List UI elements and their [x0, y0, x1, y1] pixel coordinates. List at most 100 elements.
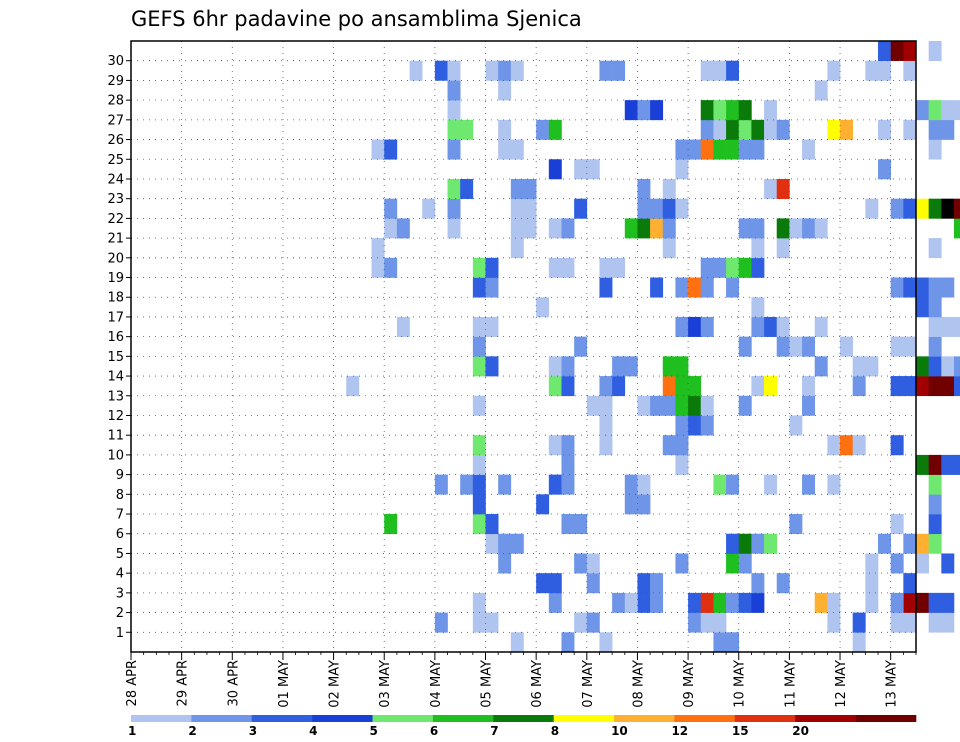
heatmap-cell	[662, 356, 676, 377]
heatmap-cell	[852, 612, 866, 633]
heatmap-cell	[675, 198, 689, 219]
heatmap-cell	[485, 60, 499, 81]
heatmap-cell	[776, 238, 790, 259]
heatmap-cell	[485, 277, 499, 298]
colorbar-segment	[493, 715, 554, 722]
heatmap-cell	[764, 474, 778, 495]
y-tick-label: 15	[107, 350, 124, 365]
heatmap-cell	[865, 198, 879, 219]
heatmap-cell	[675, 553, 689, 574]
heatmap-cell	[662, 178, 676, 199]
heatmap-cell	[916, 100, 929, 121]
heatmap-cell	[890, 435, 904, 456]
heatmap-cell	[700, 277, 714, 298]
heatmap-cell	[548, 435, 562, 456]
heatmap-cell	[890, 612, 904, 633]
heatmap-cell	[612, 376, 626, 397]
heatmap-cell	[827, 435, 841, 456]
heatmap-cell	[675, 435, 689, 456]
y-tick-label: 19	[107, 271, 124, 286]
x-tick-label: 03 MAY	[378, 660, 393, 708]
heatmap-cell	[738, 218, 752, 239]
heatmap-cell	[903, 376, 917, 397]
heatmap-cell	[574, 514, 588, 535]
heatmap-cell	[764, 178, 778, 199]
heatmap-cell	[713, 632, 727, 653]
x-tick-label: 11 MAY	[783, 660, 798, 708]
heatmap-cell	[700, 612, 714, 633]
heatmap-cell	[903, 119, 917, 140]
heatmap-cell	[485, 514, 499, 535]
heatmap-cell	[764, 100, 778, 121]
heatmap-cell	[928, 297, 942, 318]
heatmap-cell	[548, 592, 562, 613]
heatmap-cell	[916, 553, 929, 574]
colorbar-label: 5	[370, 724, 378, 738]
heatmap-cell	[941, 454, 955, 475]
heatmap-cell	[574, 336, 588, 357]
heatmap-cell	[675, 139, 689, 160]
heatmap-cell	[561, 435, 575, 456]
heatmap-cell	[485, 316, 499, 337]
heatmap-cell	[650, 395, 664, 416]
heatmap-cell	[726, 533, 740, 554]
heatmap-cell	[447, 139, 461, 160]
heatmap-cell	[916, 297, 929, 318]
heatmap-cell	[472, 612, 486, 633]
heatmap-cell	[498, 60, 512, 81]
heatmap-cell	[561, 376, 575, 397]
heatmap-cell	[498, 533, 512, 554]
heatmap-cell	[688, 612, 702, 633]
y-tick-label: 25	[107, 153, 124, 168]
colorbar-segment	[855, 715, 917, 722]
heatmap-cell	[472, 395, 486, 416]
heatmap-cell	[953, 356, 960, 377]
heatmap-cell	[878, 159, 891, 180]
heatmap-cell	[650, 277, 664, 298]
heatmap-cell	[840, 336, 853, 357]
y-tick-label: 3	[116, 586, 124, 601]
heatmap-cell	[447, 178, 461, 199]
heatmap-cell	[599, 277, 613, 298]
heatmap-cell	[675, 395, 689, 416]
heatmap-cell	[928, 494, 942, 515]
heatmap-cell	[447, 60, 461, 81]
heatmap-cell	[498, 80, 512, 101]
heatmap-cell	[396, 316, 410, 337]
heatmap-cell	[561, 474, 575, 495]
heatmap-cell	[510, 198, 524, 219]
heatmap-cell	[510, 632, 524, 653]
heatmap-cell	[941, 553, 955, 574]
heatmap-cell	[700, 592, 714, 613]
heatmap-cell	[953, 454, 960, 475]
heatmap-cell	[789, 336, 803, 357]
heatmap-cell	[371, 238, 385, 259]
heatmap-cell	[941, 100, 955, 121]
colorbar-segment	[191, 715, 253, 722]
heatmap-cell	[472, 592, 486, 613]
heatmap-cell	[434, 474, 448, 495]
heatmap-cell	[764, 533, 778, 554]
heatmap-cell	[751, 218, 765, 239]
heatmap-cell	[928, 533, 942, 554]
heatmap-cell	[650, 573, 664, 594]
heatmap-cell	[890, 198, 904, 219]
heatmap-cell	[675, 277, 689, 298]
heatmap-cell	[675, 159, 689, 180]
heatmap-cell	[447, 119, 461, 140]
heatmap-cell	[460, 474, 474, 495]
heatmap-cell	[536, 573, 550, 594]
heatmap-cell	[346, 376, 360, 397]
heatmap-cell	[865, 573, 879, 594]
heatmap-cell	[599, 60, 613, 81]
heatmap-cell	[916, 533, 929, 554]
heatmap-cell	[726, 553, 740, 574]
heatmap-cell	[738, 553, 752, 574]
heatmap-cell	[650, 100, 664, 121]
heatmap-cell	[561, 218, 575, 239]
heatmap-cell	[472, 356, 486, 377]
heatmap-cell	[624, 218, 638, 239]
heatmap-cell	[827, 119, 841, 140]
y-tick-label: 29	[107, 74, 124, 89]
